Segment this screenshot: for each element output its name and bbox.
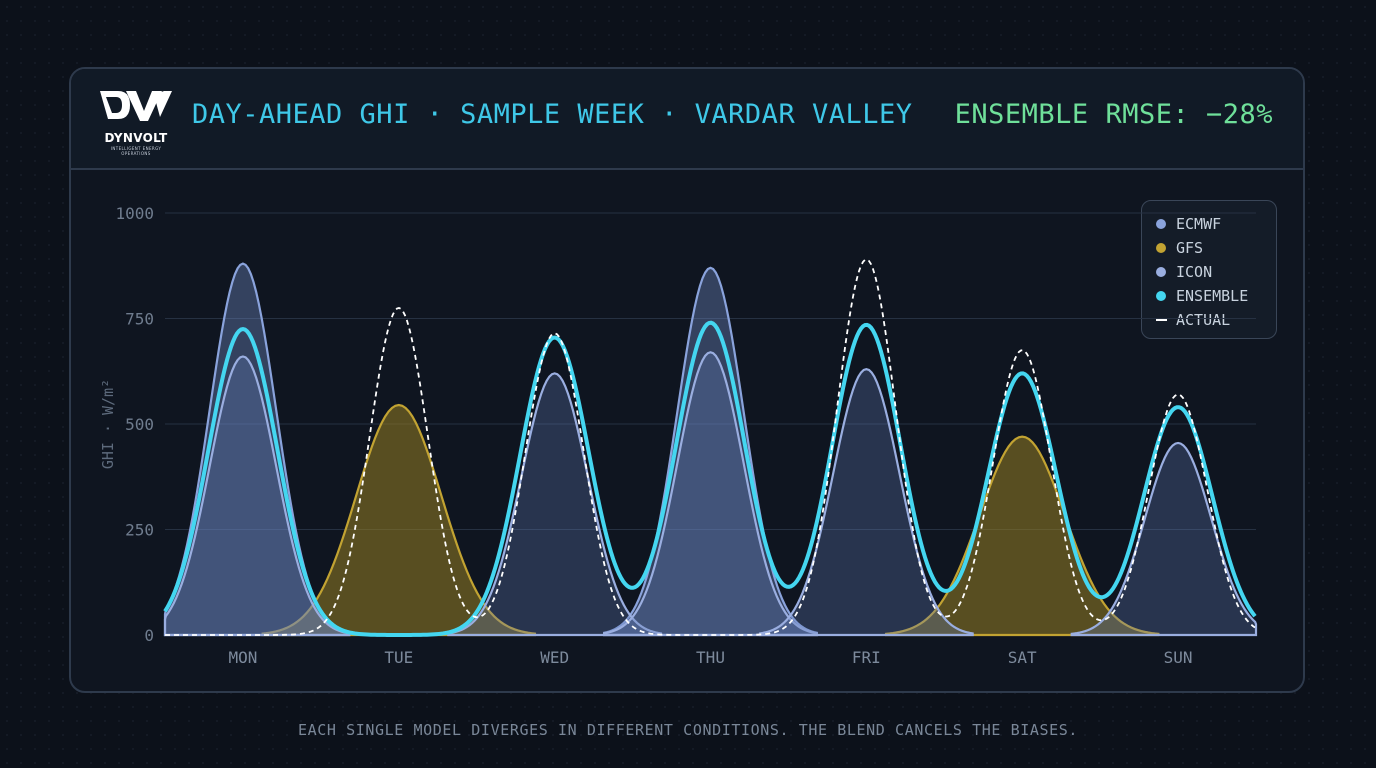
area-layer <box>163 262 1258 637</box>
dynvolt-logo: DYNVOLT INTELLIGENT ENERGY OPERATIONS <box>98 87 174 156</box>
area-icon <box>603 351 818 637</box>
legend-item-gfs: GFS <box>1142 236 1276 260</box>
x-tick-label: MON <box>228 648 257 667</box>
legend-item-ecmwf: ECMWF <box>1142 212 1276 236</box>
chart-header: DYNVOLT INTELLIGENT ENERGY OPERATIONS DA… <box>71 69 1303 170</box>
legend-swatch-icon <box>1156 267 1166 277</box>
legend-label-actual: ACTUAL <box>1176 311 1231 329</box>
logo-wordmark: DYNVOLT <box>104 131 168 145</box>
legend-swatch-actual <box>1156 319 1167 321</box>
line-ensemble <box>163 320 1257 637</box>
y-tick-label: 250 <box>125 521 154 540</box>
chart-title: DAY-AHEAD GHI · SAMPLE WEEK · VARDAR VAL… <box>192 99 913 130</box>
x-tick-label: SAT <box>1008 648 1037 667</box>
area-icon <box>163 355 351 637</box>
chart-legend: ECMWF GFS ICON ENSEMBLE ACTUAL <box>1141 200 1277 339</box>
chart-panel: DYNVOLT INTELLIGENT ENERGY OPERATIONS DA… <box>69 67 1305 693</box>
y-axis-label: GHI · W/m² <box>99 379 117 469</box>
label-layer: 0 250 500 750 1000 MON TUE WED THU FRI SAT SUN <box>115 204 1192 667</box>
legend-swatch-ecmwf <box>1156 219 1166 229</box>
rmse-metric: ENSEMBLE RMSE: −28% <box>954 99 1273 130</box>
area-icon <box>447 372 663 637</box>
x-tick-label: WED <box>540 648 569 667</box>
chart-caption: EACH SINGLE MODEL DIVERGES IN DIFFERENT … <box>297 721 1079 739</box>
y-tick-label: 1000 <box>115 204 154 223</box>
legend-swatch-ensemble <box>1156 291 1166 301</box>
x-tick-label: THU <box>696 648 725 667</box>
legend-label-icon: ICON <box>1176 263 1213 281</box>
area-icon <box>1070 441 1258 637</box>
area-gfs <box>261 403 537 637</box>
y-tick-label: 750 <box>125 310 154 329</box>
dynvolt-logo-icon <box>100 91 172 121</box>
legend-label-ensemble: ENSEMBLE <box>1176 287 1249 305</box>
line-actual <box>165 258 1256 636</box>
legend-item-icon: ICON <box>1142 260 1276 284</box>
y-tick-label: 500 <box>125 415 154 434</box>
legend-label-gfs: GFS <box>1176 239 1204 257</box>
legend-label-ecmwf: ECMWF <box>1176 215 1222 233</box>
legend-item-ensemble: ENSEMBLE <box>1142 284 1276 308</box>
area-icon <box>758 367 974 637</box>
x-tick-label: TUE <box>384 648 413 667</box>
line-layer <box>163 258 1257 637</box>
y-tick-label: 0 <box>144 626 154 645</box>
x-tick-label: FRI <box>852 648 881 667</box>
legend-swatch-gfs <box>1156 243 1166 253</box>
legend-item-actual: ACTUAL <box>1142 308 1276 332</box>
logo-tagline: INTELLIGENT ENERGY OPERATIONS <box>110 146 162 156</box>
x-tick-label: SUN <box>1164 648 1193 667</box>
